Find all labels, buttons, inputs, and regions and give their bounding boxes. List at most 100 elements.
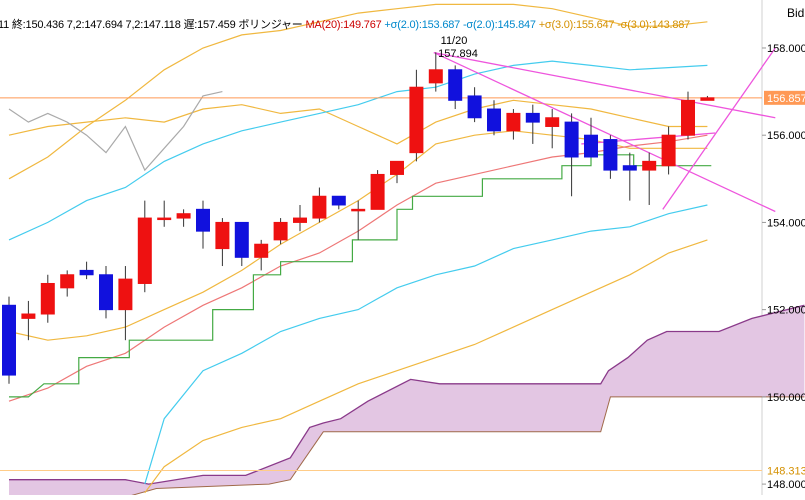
candle-body [700, 97, 715, 101]
candle-21 [409, 69, 424, 162]
candle-7 [137, 200, 152, 293]
header-minus-sigma3: -σ(3.0):143.887 [617, 19, 690, 31]
y-tick-label: 150.000 [767, 392, 805, 404]
candle-body [370, 173, 385, 210]
candle-body [60, 274, 75, 289]
price-label-bg [764, 463, 805, 478]
candle-body [137, 217, 152, 284]
candle-10 [196, 200, 210, 249]
candle-27 [525, 104, 540, 144]
header-ma20: MA(20):149.767 [305, 19, 381, 31]
line-kijun [9, 154, 712, 398]
trendline-0 [433, 52, 776, 213]
candle-body [487, 108, 501, 132]
candle-5 [99, 266, 113, 319]
candle-body [351, 208, 366, 212]
candle-36 [700, 95, 715, 101]
candle-body [622, 165, 637, 171]
candle-11 [215, 218, 230, 267]
price-label: 148.313 [767, 465, 805, 477]
candle-22 [428, 52, 443, 92]
candle-29 [564, 113, 579, 197]
candle-body [196, 208, 210, 232]
indicator-header: 11 終:150.436 7,2:147.694 7,2:147.118 遅:1… [0, 17, 690, 31]
candle-2 [40, 274, 55, 323]
candle-body [545, 117, 560, 127]
senkou-span-a [9, 304, 805, 485]
candle-body [254, 243, 269, 258]
candle-33 [642, 152, 657, 205]
candle-9 [176, 209, 191, 227]
candle-body [564, 121, 579, 158]
ichimoku-cloud [9, 305, 805, 498]
candle-body [157, 217, 172, 221]
candle-body [661, 134, 676, 167]
candle-3 [60, 270, 75, 297]
line-lagging [8, 91, 223, 172]
candle-body [40, 282, 55, 315]
header-plus-sigma2: +σ(2.0):153.687 [384, 19, 460, 31]
candle-1 [21, 300, 36, 341]
candle-body [79, 269, 94, 276]
header-minus-sigma2: -σ(2.0):145.847 [463, 19, 536, 31]
candle-6 [118, 266, 133, 341]
candle-body [409, 86, 424, 154]
y-tick-label: 148.000 [767, 479, 805, 491]
header-price-summary: 11 終:150.436 [0, 17, 64, 31]
header-plus-sigma3: +σ(3.0):155.647 [539, 19, 615, 31]
price-label-layer: 156.857 148.313 [764, 90, 805, 478]
candle-body [273, 221, 288, 241]
line-upper3 [8, 3, 708, 180]
line-lower2 [144, 204, 708, 485]
line-lower3 [144, 239, 708, 494]
candle-body [99, 274, 113, 311]
line-ma20 [8, 134, 708, 402]
candle-17 [331, 195, 346, 210]
candle-body [331, 195, 346, 206]
y-tick-label: 154.000 [767, 217, 805, 229]
annotation-value: 157.894 [438, 48, 478, 60]
candle-body [118, 278, 133, 311]
annotation-date: 11/20 [441, 35, 468, 47]
candle-body [176, 213, 191, 219]
price-label-bg [764, 90, 805, 105]
candle-35 [681, 91, 695, 140]
candle-body [293, 217, 307, 223]
candle-body [21, 313, 36, 319]
candle-32 [622, 152, 637, 201]
candle-30 [584, 117, 598, 158]
candle-26 [506, 109, 521, 140]
candle-body [215, 221, 230, 250]
trendline-3 [581, 132, 716, 145]
candle-body [467, 95, 482, 119]
candle-25 [487, 100, 501, 136]
candle-body [448, 69, 463, 101]
candle-body [681, 99, 695, 136]
y-tick-label: 156.000 [767, 130, 805, 142]
candle-20 [390, 160, 404, 184]
senkou-span-b [9, 396, 805, 498]
header-bollinger-title: 7,2:147.694 7,2:147.118 遅:157.459 ボリンジャー [67, 18, 303, 31]
line-upper2 [8, 60, 708, 241]
candle-body [312, 195, 327, 219]
candle-body [525, 112, 540, 123]
trendline-2 [662, 47, 776, 210]
candle-body [584, 134, 598, 158]
line-upper1 [8, 99, 708, 145]
candle-body [428, 69, 443, 84]
ichimoku-cloud-layer [9, 304, 805, 498]
candle-body [506, 112, 521, 132]
candle-24 [467, 87, 482, 123]
candle-body [390, 160, 404, 175]
trendline-1 [433, 51, 776, 119]
candle-34 [661, 126, 676, 175]
candle-14 [273, 218, 288, 245]
y-tick-label: 158.000 [767, 43, 805, 55]
candle-body [234, 221, 249, 258]
candle-19 [370, 170, 385, 210]
candle-body [2, 304, 16, 376]
candle-layer [2, 52, 715, 384]
candle-12 [234, 221, 249, 267]
